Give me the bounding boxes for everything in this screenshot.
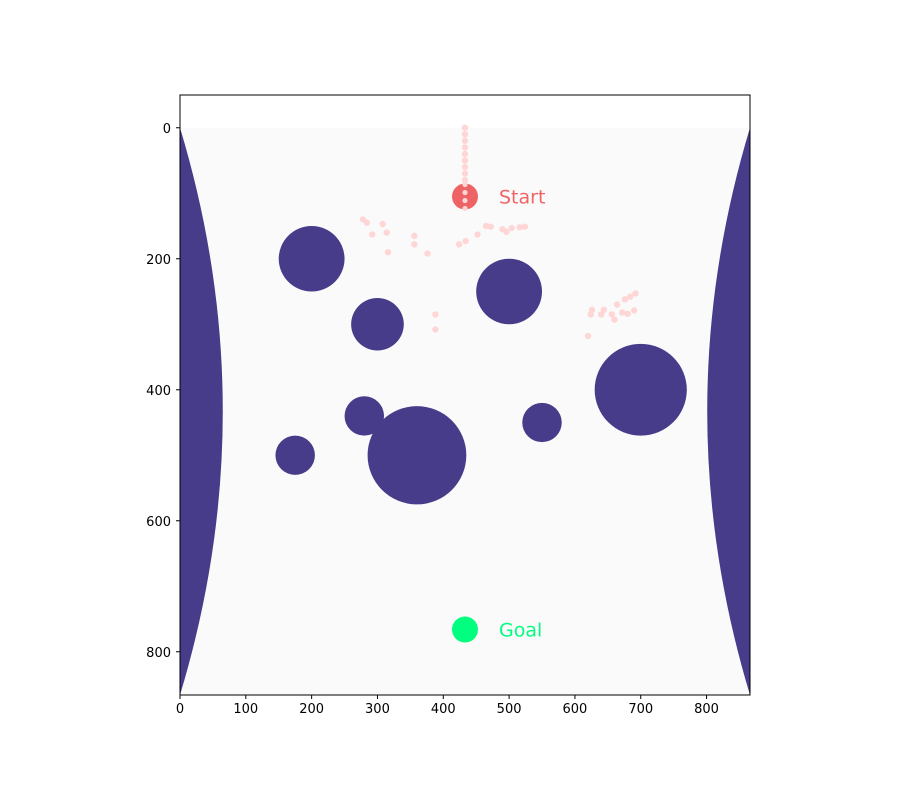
trail-point bbox=[363, 219, 371, 226]
x-tick-label: 600 bbox=[563, 702, 588, 717]
x-tick-label: 0 bbox=[176, 702, 184, 717]
trail-point bbox=[461, 131, 469, 138]
trail-point bbox=[474, 231, 481, 238]
trail-point bbox=[411, 241, 418, 248]
marker-group: Start Goal bbox=[452, 181, 545, 643]
y-tick-label: 600 bbox=[146, 515, 171, 530]
trail-point bbox=[630, 307, 638, 314]
trail-point bbox=[432, 311, 439, 318]
trail-point bbox=[600, 306, 608, 314]
obstacle bbox=[275, 435, 315, 475]
x-tick-label: 500 bbox=[497, 702, 522, 717]
trail-point bbox=[461, 144, 469, 151]
trail-point bbox=[462, 237, 469, 245]
trail-point bbox=[584, 332, 592, 340]
start-marker bbox=[452, 183, 478, 210]
trail-point bbox=[627, 293, 634, 300]
x-tick-label: 700 bbox=[628, 702, 653, 717]
obstacle bbox=[344, 396, 385, 436]
y-tick-label: 400 bbox=[146, 384, 171, 399]
trail-point bbox=[432, 326, 439, 333]
y-tick-label: 0 bbox=[163, 122, 171, 137]
y-axis: 0 200 400 600 800 bbox=[146, 122, 180, 661]
trail-point bbox=[424, 250, 431, 257]
x-tick-label: 400 bbox=[431, 702, 456, 717]
trail-point bbox=[462, 197, 468, 204]
trail-point bbox=[611, 316, 618, 323]
trail-point bbox=[461, 137, 469, 145]
trail-point bbox=[384, 249, 392, 256]
trail-point bbox=[461, 163, 469, 171]
left-wall bbox=[180, 127, 223, 695]
goal-label: Goal bbox=[499, 619, 542, 641]
right-wall bbox=[707, 127, 750, 695]
trail-point bbox=[411, 232, 418, 240]
goal-marker bbox=[452, 616, 478, 643]
trail-point bbox=[613, 301, 621, 308]
obstacle bbox=[594, 343, 687, 436]
x-tick-label: 200 bbox=[299, 702, 324, 717]
y-tick-label: 800 bbox=[146, 646, 171, 661]
axes-frame bbox=[179, 94, 751, 696]
trail-point bbox=[379, 220, 386, 228]
obstacle bbox=[351, 298, 404, 351]
trail-point bbox=[461, 150, 469, 158]
obstacle bbox=[367, 406, 467, 505]
obstacle-group bbox=[275, 226, 687, 505]
x-tick-label: 100 bbox=[233, 702, 258, 717]
obstacle bbox=[476, 258, 543, 325]
trail-point bbox=[503, 228, 510, 236]
x-tick-label: 800 bbox=[694, 702, 719, 717]
trail-point bbox=[508, 224, 515, 232]
trail-point bbox=[619, 309, 626, 316]
obstacle bbox=[278, 226, 345, 292]
x-tick-label: 300 bbox=[365, 702, 390, 717]
trail-point bbox=[455, 241, 463, 248]
trail-point bbox=[621, 296, 629, 303]
trail-point bbox=[461, 157, 469, 164]
trail-point bbox=[624, 310, 631, 317]
trail-point bbox=[588, 306, 596, 314]
trail-point bbox=[462, 181, 468, 188]
trail-point bbox=[608, 311, 615, 318]
trail-point bbox=[461, 170, 469, 177]
trail-point bbox=[368, 231, 376, 238]
trail-point bbox=[383, 229, 390, 236]
trail-point bbox=[521, 223, 529, 230]
trail-point bbox=[461, 124, 469, 131]
trail-point bbox=[632, 290, 639, 297]
obstacle bbox=[522, 402, 562, 443]
trail-point bbox=[462, 205, 468, 212]
trail-point bbox=[461, 176, 469, 184]
trail-point bbox=[487, 223, 494, 230]
trail-point bbox=[462, 189, 468, 196]
y-tick-label: 200 bbox=[146, 253, 171, 268]
x-axis: 0 100 200 300 400 500 600 700 800 bbox=[176, 695, 719, 717]
trail-point bbox=[516, 224, 523, 231]
start-label: Start bbox=[499, 187, 545, 209]
